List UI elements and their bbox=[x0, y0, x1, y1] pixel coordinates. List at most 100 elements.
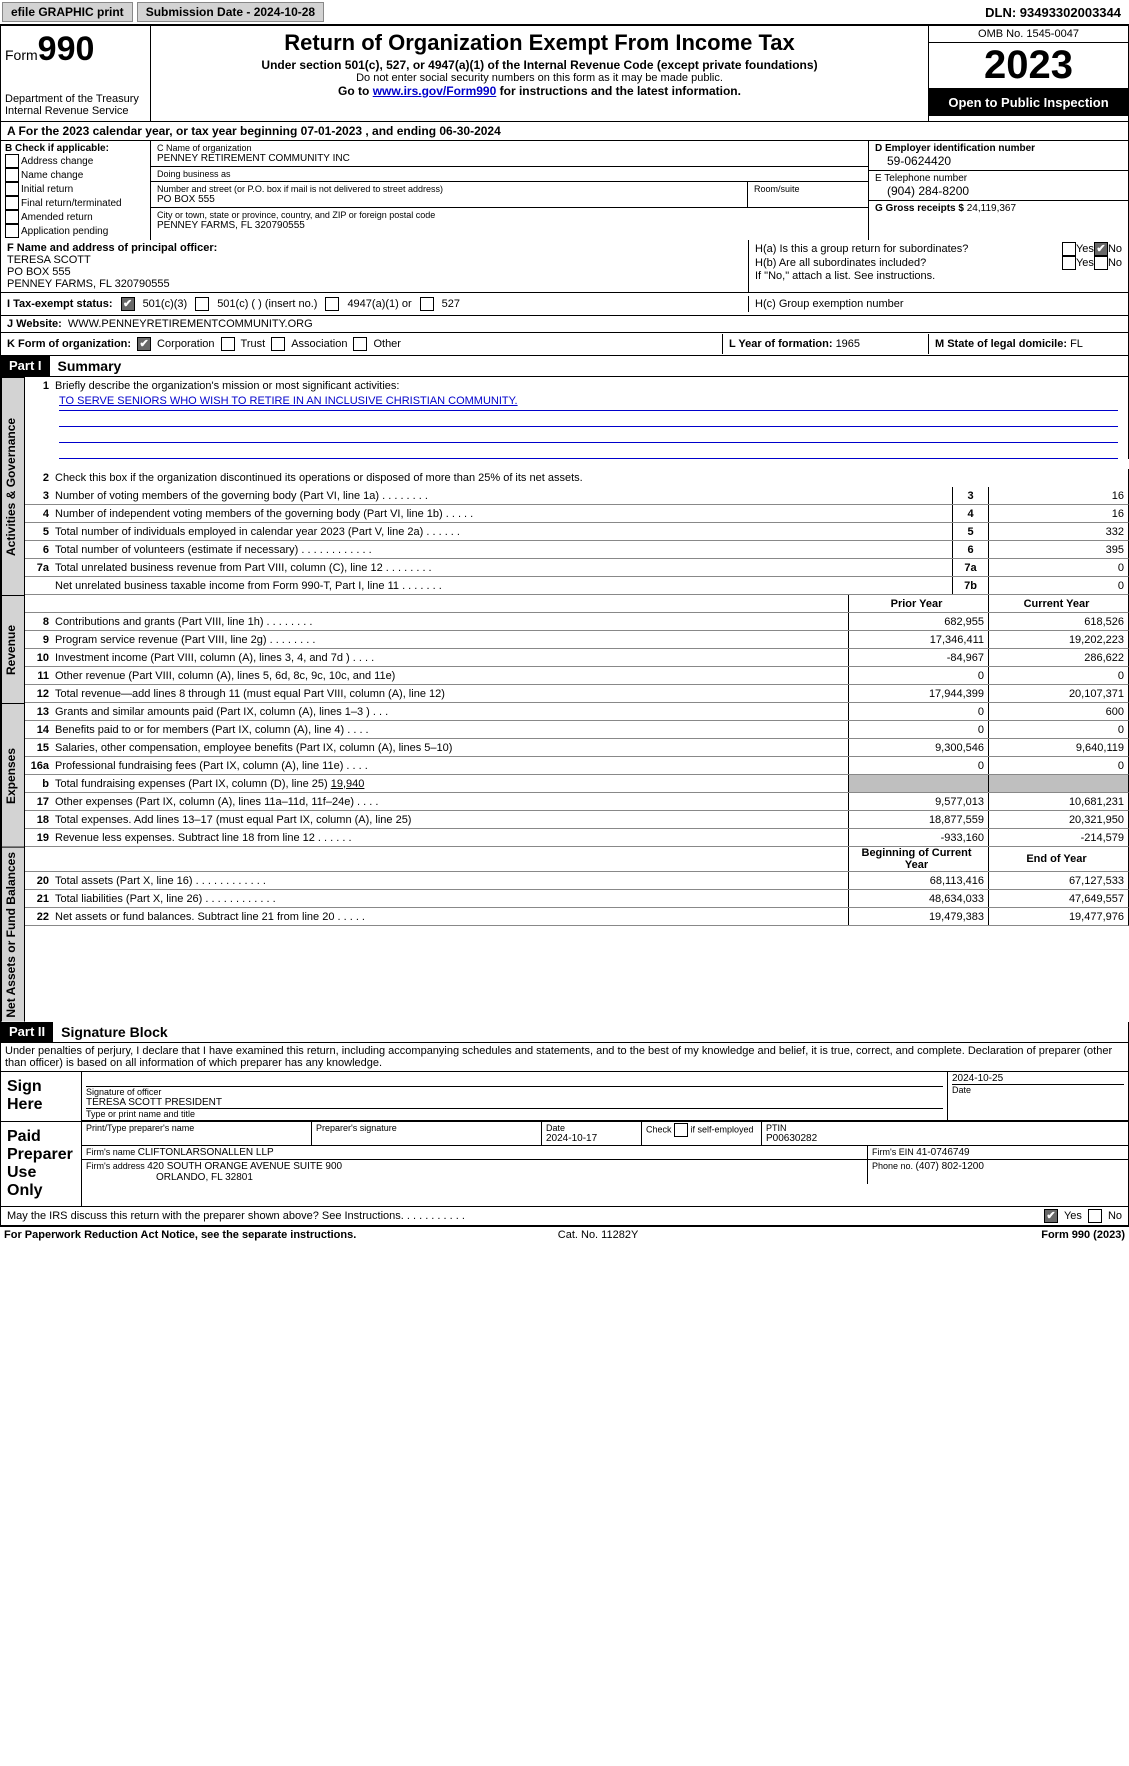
ha-no-lbl: No bbox=[1108, 243, 1122, 255]
chk-527[interactable] bbox=[420, 297, 434, 311]
firm-phone: (407) 802-1200 bbox=[916, 1161, 984, 1172]
line-15: 15Salaries, other compensation, employee… bbox=[25, 739, 1129, 757]
chk-initial-return[interactable] bbox=[5, 182, 19, 196]
line-18: 18Total expenses. Add lines 13–17 (must … bbox=[25, 811, 1129, 829]
hb-note: If "No," attach a list. See instructions… bbox=[755, 270, 1122, 282]
addr-label: Number and street (or P.O. box if mail i… bbox=[157, 184, 741, 194]
prep-date-label: Date bbox=[546, 1123, 637, 1133]
lbl-corp: Corporation bbox=[157, 338, 214, 350]
hb-no[interactable] bbox=[1094, 256, 1108, 270]
chk-name-change[interactable] bbox=[5, 168, 19, 182]
lbl-address-change: Address change bbox=[21, 156, 93, 167]
lbl-other: Other bbox=[373, 338, 401, 350]
website-label: J Website: bbox=[7, 318, 62, 330]
firm-ein-label: Firm's EIN bbox=[872, 1147, 916, 1157]
sign-here-label: Sign Here bbox=[1, 1072, 81, 1121]
gross-label: G Gross receipts $ bbox=[875, 203, 967, 214]
vtab-rev: Revenue bbox=[1, 595, 25, 703]
irs-link[interactable]: www.irs.gov/Form990 bbox=[373, 84, 497, 98]
omb-number: OMB No. 1545-0047 bbox=[929, 26, 1128, 43]
website-url: WWW.PENNEYRETIREMENTCOMMUNITY.ORG bbox=[68, 318, 313, 330]
part1-title: Summary bbox=[50, 356, 130, 376]
subtitle-3: Go to www.irs.gov/Form990 for instructio… bbox=[159, 84, 920, 98]
tax-period: A For the 2023 calendar year, or tax yea… bbox=[0, 122, 1129, 141]
chk-corp[interactable]: ✔ bbox=[137, 337, 151, 351]
line2-text: Check this box if the organization disco… bbox=[53, 471, 1128, 485]
chk-other[interactable] bbox=[353, 337, 367, 351]
ha-label: H(a) Is this a group return for subordin… bbox=[755, 243, 1062, 255]
ptin-val: P00630282 bbox=[766, 1133, 1124, 1144]
activities-governance-section: Activities & Governance 1 Briefly descri… bbox=[0, 377, 1129, 595]
line16b-curr-grey bbox=[988, 775, 1128, 792]
footer-right: Form 990 (2023) bbox=[1041, 1229, 1125, 1241]
net-header: Beginning of Current Year End of Year bbox=[25, 847, 1129, 872]
hb-yes[interactable] bbox=[1062, 256, 1076, 270]
summary-line-7a: 7aTotal unrelated business revenue from … bbox=[25, 559, 1129, 577]
sig-date-label: Date bbox=[952, 1085, 1124, 1095]
tax-year: 2023 bbox=[929, 43, 1128, 89]
officer-h-block: F Name and address of principal officer:… bbox=[0, 240, 1129, 293]
submission-date: Submission Date - 2024-10-28 bbox=[137, 2, 324, 22]
chk-501c[interactable] bbox=[195, 297, 209, 311]
ha-yes[interactable] bbox=[1062, 242, 1076, 256]
chk-address-change[interactable] bbox=[5, 154, 19, 168]
lbl-final-return: Final return/terminated bbox=[21, 198, 122, 209]
prep-date: 2024-10-17 bbox=[546, 1133, 637, 1144]
col-b-label: B Check if applicable: bbox=[5, 143, 146, 154]
summary-line-7b: Net unrelated business taxable income fr… bbox=[25, 577, 1129, 595]
prior-year-hdr: Prior Year bbox=[848, 595, 988, 612]
org-info-block: B Check if applicable: Address change Na… bbox=[0, 141, 1129, 240]
sig-date: 2024-10-25 bbox=[952, 1073, 1124, 1085]
summary-line-4: 4Number of independent voting members of… bbox=[25, 505, 1129, 523]
penalties-text: Under penalties of perjury, I declare th… bbox=[0, 1043, 1129, 1072]
ha-no[interactable]: ✔ bbox=[1094, 242, 1108, 256]
hc-label: H(c) Group exemption number bbox=[748, 296, 1128, 312]
begin-year-hdr: Beginning of Current Year bbox=[848, 847, 988, 871]
room-label: Room/suite bbox=[754, 184, 862, 194]
firm-addr2: ORLANDO, FL 32801 bbox=[86, 1172, 863, 1183]
part1-header-row: Part I Summary bbox=[0, 356, 1129, 377]
chk-trust[interactable] bbox=[221, 337, 235, 351]
discuss-text: May the IRS discuss this return with the… bbox=[7, 1210, 1038, 1222]
hb-yes-lbl: Yes bbox=[1076, 257, 1094, 269]
part2-header-row: Part II Signature Block bbox=[0, 1022, 1129, 1043]
paid-preparer-label: Paid Preparer Use Only bbox=[1, 1122, 81, 1206]
org-name-label: C Name of organization bbox=[157, 143, 862, 153]
city-label: City or town, state or province, country… bbox=[157, 210, 862, 220]
go-to-post: for instructions and the latest informat… bbox=[496, 84, 741, 98]
chk-app-pending[interactable] bbox=[5, 224, 19, 238]
phone-label: E Telephone number bbox=[875, 173, 1122, 184]
form-label: Form bbox=[5, 47, 38, 63]
line-22: 22Net assets or fund balances. Subtract … bbox=[25, 908, 1129, 926]
line-12: 12Total revenue—add lines 8 through 11 (… bbox=[25, 685, 1129, 703]
chk-assoc[interactable] bbox=[271, 337, 285, 351]
chk-amended[interactable] bbox=[5, 210, 19, 224]
line-19: 19Revenue less expenses. Subtract line 1… bbox=[25, 829, 1129, 847]
summary-line-5: 5Total number of individuals employed in… bbox=[25, 523, 1129, 541]
line-20: 20Total assets (Part X, line 16) . . . .… bbox=[25, 872, 1129, 890]
line-11: 11Other revenue (Part VIII, column (A), … bbox=[25, 667, 1129, 685]
footer-left: For Paperwork Reduction Act Notice, see … bbox=[4, 1229, 356, 1241]
city-value: PENNEY FARMS, FL 320790555 bbox=[157, 220, 862, 231]
discuss-no[interactable] bbox=[1088, 1209, 1102, 1223]
officer-name: TERESA SCOTT bbox=[7, 254, 742, 266]
lbl-527: 527 bbox=[442, 298, 460, 310]
officer-addr1: PO BOX 555 bbox=[7, 266, 742, 278]
header-right: OMB No. 1545-0047 2023 Open to Public In… bbox=[928, 26, 1128, 121]
part2-badge: Part II bbox=[1, 1022, 53, 1042]
hb-no-lbl: No bbox=[1108, 257, 1122, 269]
line16b-prior-grey bbox=[848, 775, 988, 792]
line-9: 9Program service revenue (Part VIII, lin… bbox=[25, 631, 1129, 649]
firm-name: CLIFTONLARSONALLEN LLP bbox=[138, 1147, 274, 1158]
net-assets-section: Net Assets or Fund Balances Beginning of… bbox=[0, 847, 1129, 1022]
lbl-app-pending: Application pending bbox=[21, 226, 108, 237]
discuss-yes[interactable]: ✔ bbox=[1044, 1209, 1058, 1223]
chk-4947[interactable] bbox=[325, 297, 339, 311]
chk-final-return[interactable] bbox=[5, 196, 19, 210]
chk-self-emp[interactable] bbox=[674, 1123, 688, 1137]
efile-print-button[interactable]: efile GRAPHIC print bbox=[2, 2, 133, 22]
chk-501c3[interactable]: ✔ bbox=[121, 297, 135, 311]
mission-text: TO SERVE SENIORS WHO WISH TO RETIRE IN A… bbox=[59, 395, 518, 407]
form-header: Form990 Department of the Treasury Inter… bbox=[0, 25, 1129, 122]
line-17: 17Other expenses (Part IX, column (A), l… bbox=[25, 793, 1129, 811]
